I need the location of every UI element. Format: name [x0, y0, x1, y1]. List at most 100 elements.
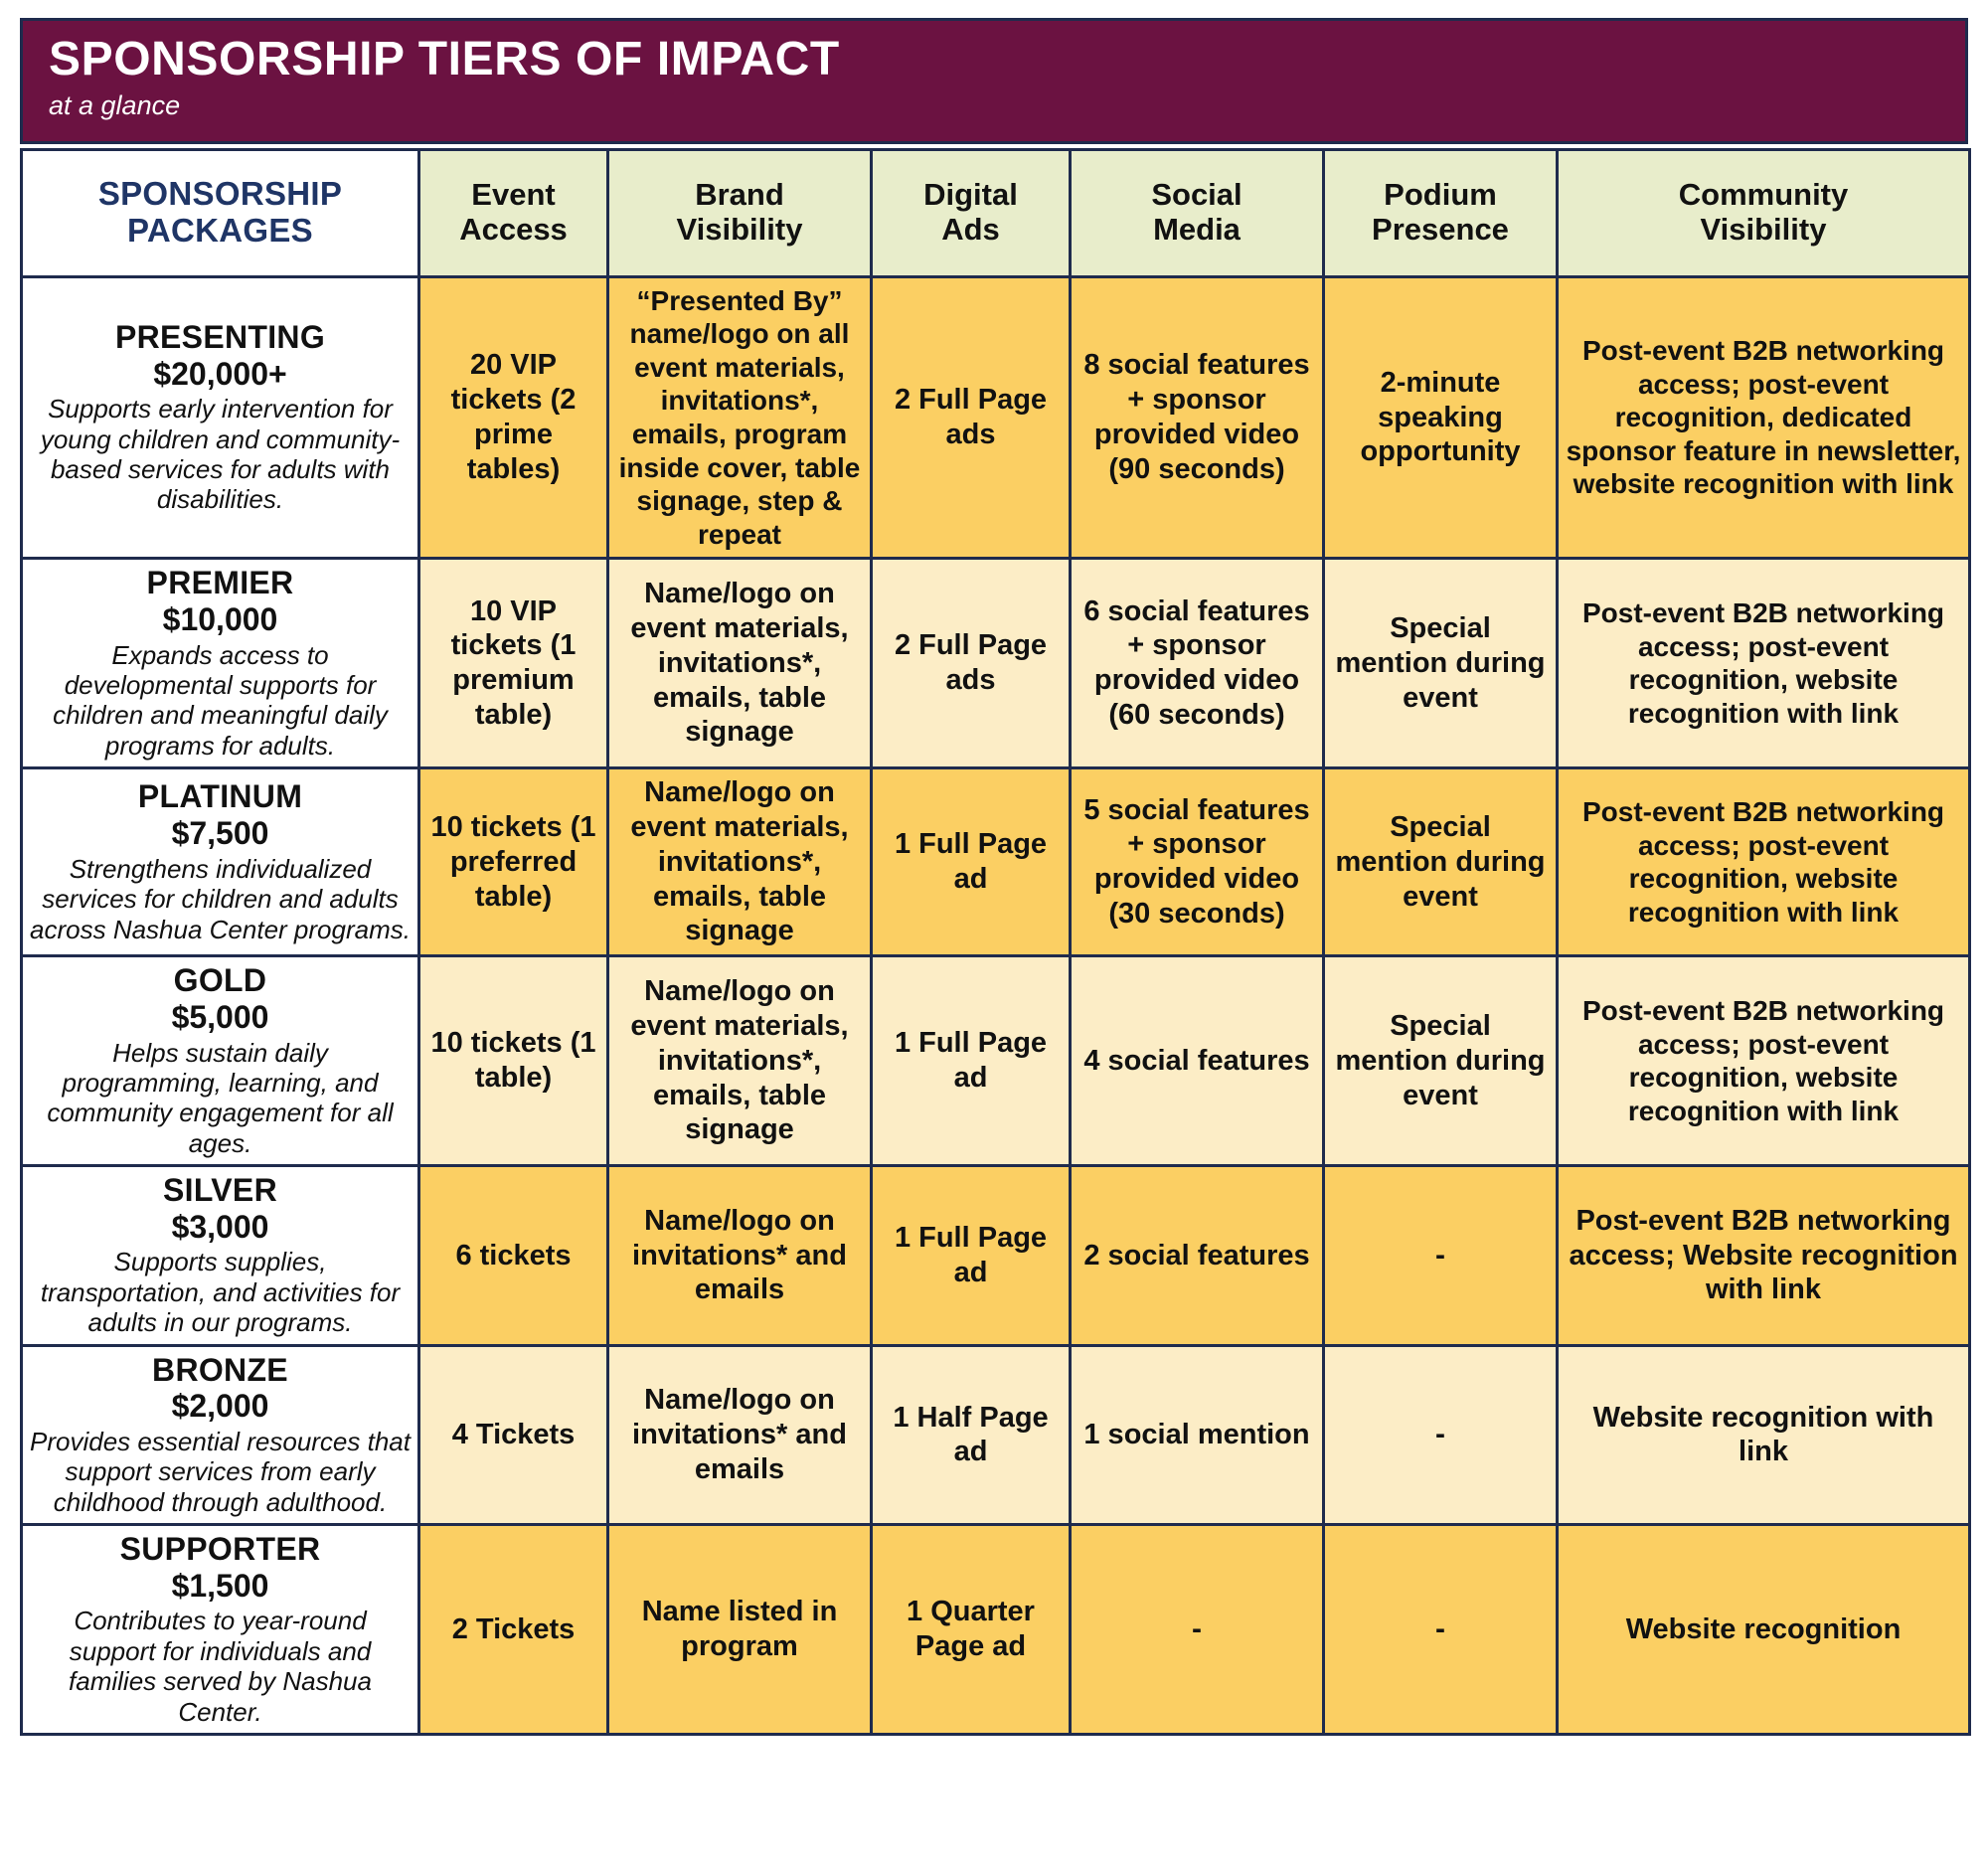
cell-community-visibility: Post-event B2B networking access; post-e… — [1556, 274, 1971, 561]
cell-brand-visibility: Name/logo on event materials, invitation… — [606, 954, 873, 1168]
package-price: $20,000+ — [153, 355, 287, 392]
package-description: Supports early intervention for young ch… — [40, 394, 401, 515]
package-description: Expands access to developmental supports… — [53, 639, 388, 761]
table-body: PRESENTING $20,000+ Supports early interve… — [20, 274, 1971, 1737]
package-name: SILVER — [162, 1172, 277, 1209]
cell-event-access: 2 Tickets — [417, 1523, 609, 1737]
column-header-social-media: Social Media — [1069, 147, 1325, 278]
cell-podium-presence: Special mention during event — [1322, 954, 1559, 1168]
cell-event-access: 10 tickets (1 table) — [417, 954, 609, 1168]
cell-brand-visibility: Name/logo on invitations* and emails — [606, 1343, 873, 1527]
package-cell: PRESENTING $20,000+ Supports early interve… — [20, 274, 420, 561]
package-cell: BRONZE $2,000 Provides essential resources… — [20, 1343, 420, 1527]
cell-community-visibility: Post-event B2B networking access; post-e… — [1556, 557, 1971, 770]
package-cell: PLATINUM $7,500 Strengthens individualized… — [20, 766, 420, 958]
cell-social-media: 1 social mention — [1069, 1343, 1325, 1527]
cell-event-access: 10 VIP tickets (1 premium table) — [417, 557, 609, 770]
cell-social-media: 6 social features + sponsor provided vid… — [1069, 557, 1325, 770]
header-line-1: Brand — [695, 177, 784, 213]
cell-event-access: 6 tickets — [417, 1164, 609, 1347]
package-price: $5,000 — [171, 999, 269, 1036]
package-price: $1,500 — [171, 1568, 269, 1604]
package-description: Supports supplies, transportation, and a… — [40, 1247, 401, 1338]
package-price: $3,000 — [171, 1208, 269, 1245]
package-cell: GOLD $5,000 Helps sustain daily programmin… — [20, 954, 420, 1168]
package-name: SUPPORTER — [119, 1531, 321, 1568]
header-line-1: Podium — [1384, 177, 1497, 213]
cell-digital-ads: 1 Quarter Page ad — [870, 1523, 1072, 1737]
cell-digital-ads: 2 Full Page ads — [870, 274, 1072, 561]
column-header-digital-ads: Digital Ads — [870, 147, 1072, 278]
table-row: PLATINUM $7,500 Strengthens individualized… — [20, 766, 1971, 958]
cell-brand-visibility: Name/logo on event materials, invitation… — [606, 766, 873, 958]
page-title: SPONSORSHIP TIERS OF IMPACT — [49, 33, 840, 85]
header-line-2: Ads — [941, 212, 1000, 248]
table-row: SILVER $3,000 Supports supplies, transport… — [20, 1164, 1971, 1347]
page-subtitle: at a glance — [49, 89, 181, 120]
cell-digital-ads: 2 Full Page ads — [870, 557, 1072, 770]
package-name: PREMIER — [146, 565, 294, 601]
header-line-2: Visibility — [1700, 212, 1827, 248]
package-name: PRESENTING — [114, 318, 326, 355]
cell-digital-ads: 1 Full Page ad — [870, 1164, 1072, 1347]
package-description: Strengthens individualized services for … — [30, 853, 411, 944]
package-price: $7,500 — [171, 815, 269, 852]
package-name: PLATINUM — [137, 778, 303, 815]
cell-brand-visibility: Name listed in program — [606, 1523, 873, 1737]
header-line-1: Digital — [923, 177, 1018, 213]
header-line-2: Access — [459, 212, 568, 248]
cell-podium-presence: 2-minute speaking opportunity — [1322, 274, 1559, 561]
cell-community-visibility: Post-event B2B networking access; post-e… — [1556, 954, 1971, 1168]
header-line-2: Presence — [1372, 212, 1509, 248]
cell-digital-ads: 1 Half Page ad — [870, 1343, 1072, 1527]
cell-community-visibility: Post-event B2B networking access; Websit… — [1556, 1164, 1971, 1347]
header-row: SPONSORSHIP PACKAGES Event Access Brand … — [20, 147, 1971, 278]
package-cell: PREMIER $10,000 Expands access to developm… — [20, 557, 420, 770]
cell-event-access: 20 VIP tickets (2 prime tables) — [417, 274, 609, 561]
cell-social-media: 2 social features — [1069, 1164, 1325, 1347]
header-line-1: Event — [471, 177, 556, 213]
cell-community-visibility: Website recognition with link — [1556, 1343, 1971, 1527]
cell-brand-visibility: Name/logo on event materials, invitation… — [606, 557, 873, 770]
cell-social-media: 8 social features + sponsor provided vid… — [1069, 274, 1325, 561]
cell-podium-presence: Special mention during event — [1322, 557, 1559, 770]
package-name: BRONZE — [152, 1351, 288, 1388]
table-row: GOLD $5,000 Helps sustain daily programmin… — [20, 954, 1971, 1168]
cell-event-access: 10 tickets (1 preferred table) — [417, 766, 609, 958]
table-row: PRESENTING $20,000+ Supports early interve… — [20, 274, 1971, 561]
column-header-podium-presence: Podium Presence — [1322, 147, 1559, 278]
table-header: SPONSORSHIP PACKAGES Event Access Brand … — [20, 147, 1971, 278]
column-header-community-visibility: Community Visibility — [1556, 147, 1971, 278]
table-row: PREMIER $10,000 Expands access to developm… — [20, 557, 1971, 770]
cell-brand-visibility: “Presented By” name/logo on all event ma… — [606, 274, 873, 561]
header-line-1: Community — [1678, 177, 1849, 213]
cell-event-access: 4 Tickets — [417, 1343, 609, 1527]
package-price: $10,000 — [162, 601, 278, 638]
package-description: Provides essential resources that suppor… — [30, 1426, 411, 1517]
cell-social-media: 4 social features — [1069, 954, 1325, 1168]
header-line-1: SPONSORSHIP — [97, 175, 343, 213]
header-line-2: PACKAGES — [127, 212, 313, 250]
package-description: Contributes to year-round support for in… — [69, 1606, 372, 1727]
cell-community-visibility: Website recognition — [1556, 1523, 1971, 1737]
cell-digital-ads: 1 Full Page ad — [870, 766, 1072, 958]
cell-podium-presence: - — [1322, 1523, 1559, 1737]
header-line-1: Social — [1151, 177, 1242, 213]
cell-podium-presence: - — [1322, 1343, 1559, 1527]
package-name: GOLD — [173, 962, 267, 999]
column-header-brand-visibility: Brand Visibility — [606, 147, 873, 278]
column-header-event-access: Event Access — [417, 147, 609, 278]
package-price: $2,000 — [171, 1388, 269, 1425]
package-description: Helps sustain daily programming, learnin… — [47, 1037, 394, 1158]
cell-social-media: 5 social features + sponsor provided vid… — [1069, 766, 1325, 958]
cell-brand-visibility: Name/logo on invitations* and emails — [606, 1164, 873, 1347]
package-cell: SILVER $3,000 Supports supplies, transport… — [20, 1164, 420, 1347]
title-banner: SPONSORSHIP TIERS OF IMPACT at a glance — [20, 18, 1968, 144]
header-line-2: Visibility — [676, 212, 803, 248]
cell-podium-presence: - — [1322, 1164, 1559, 1347]
cell-social-media: - — [1069, 1523, 1325, 1737]
cell-community-visibility: Post-event B2B networking access; post-e… — [1556, 766, 1971, 958]
cell-podium-presence: Special mention during event — [1322, 766, 1559, 958]
header-line-2: Media — [1153, 212, 1241, 248]
